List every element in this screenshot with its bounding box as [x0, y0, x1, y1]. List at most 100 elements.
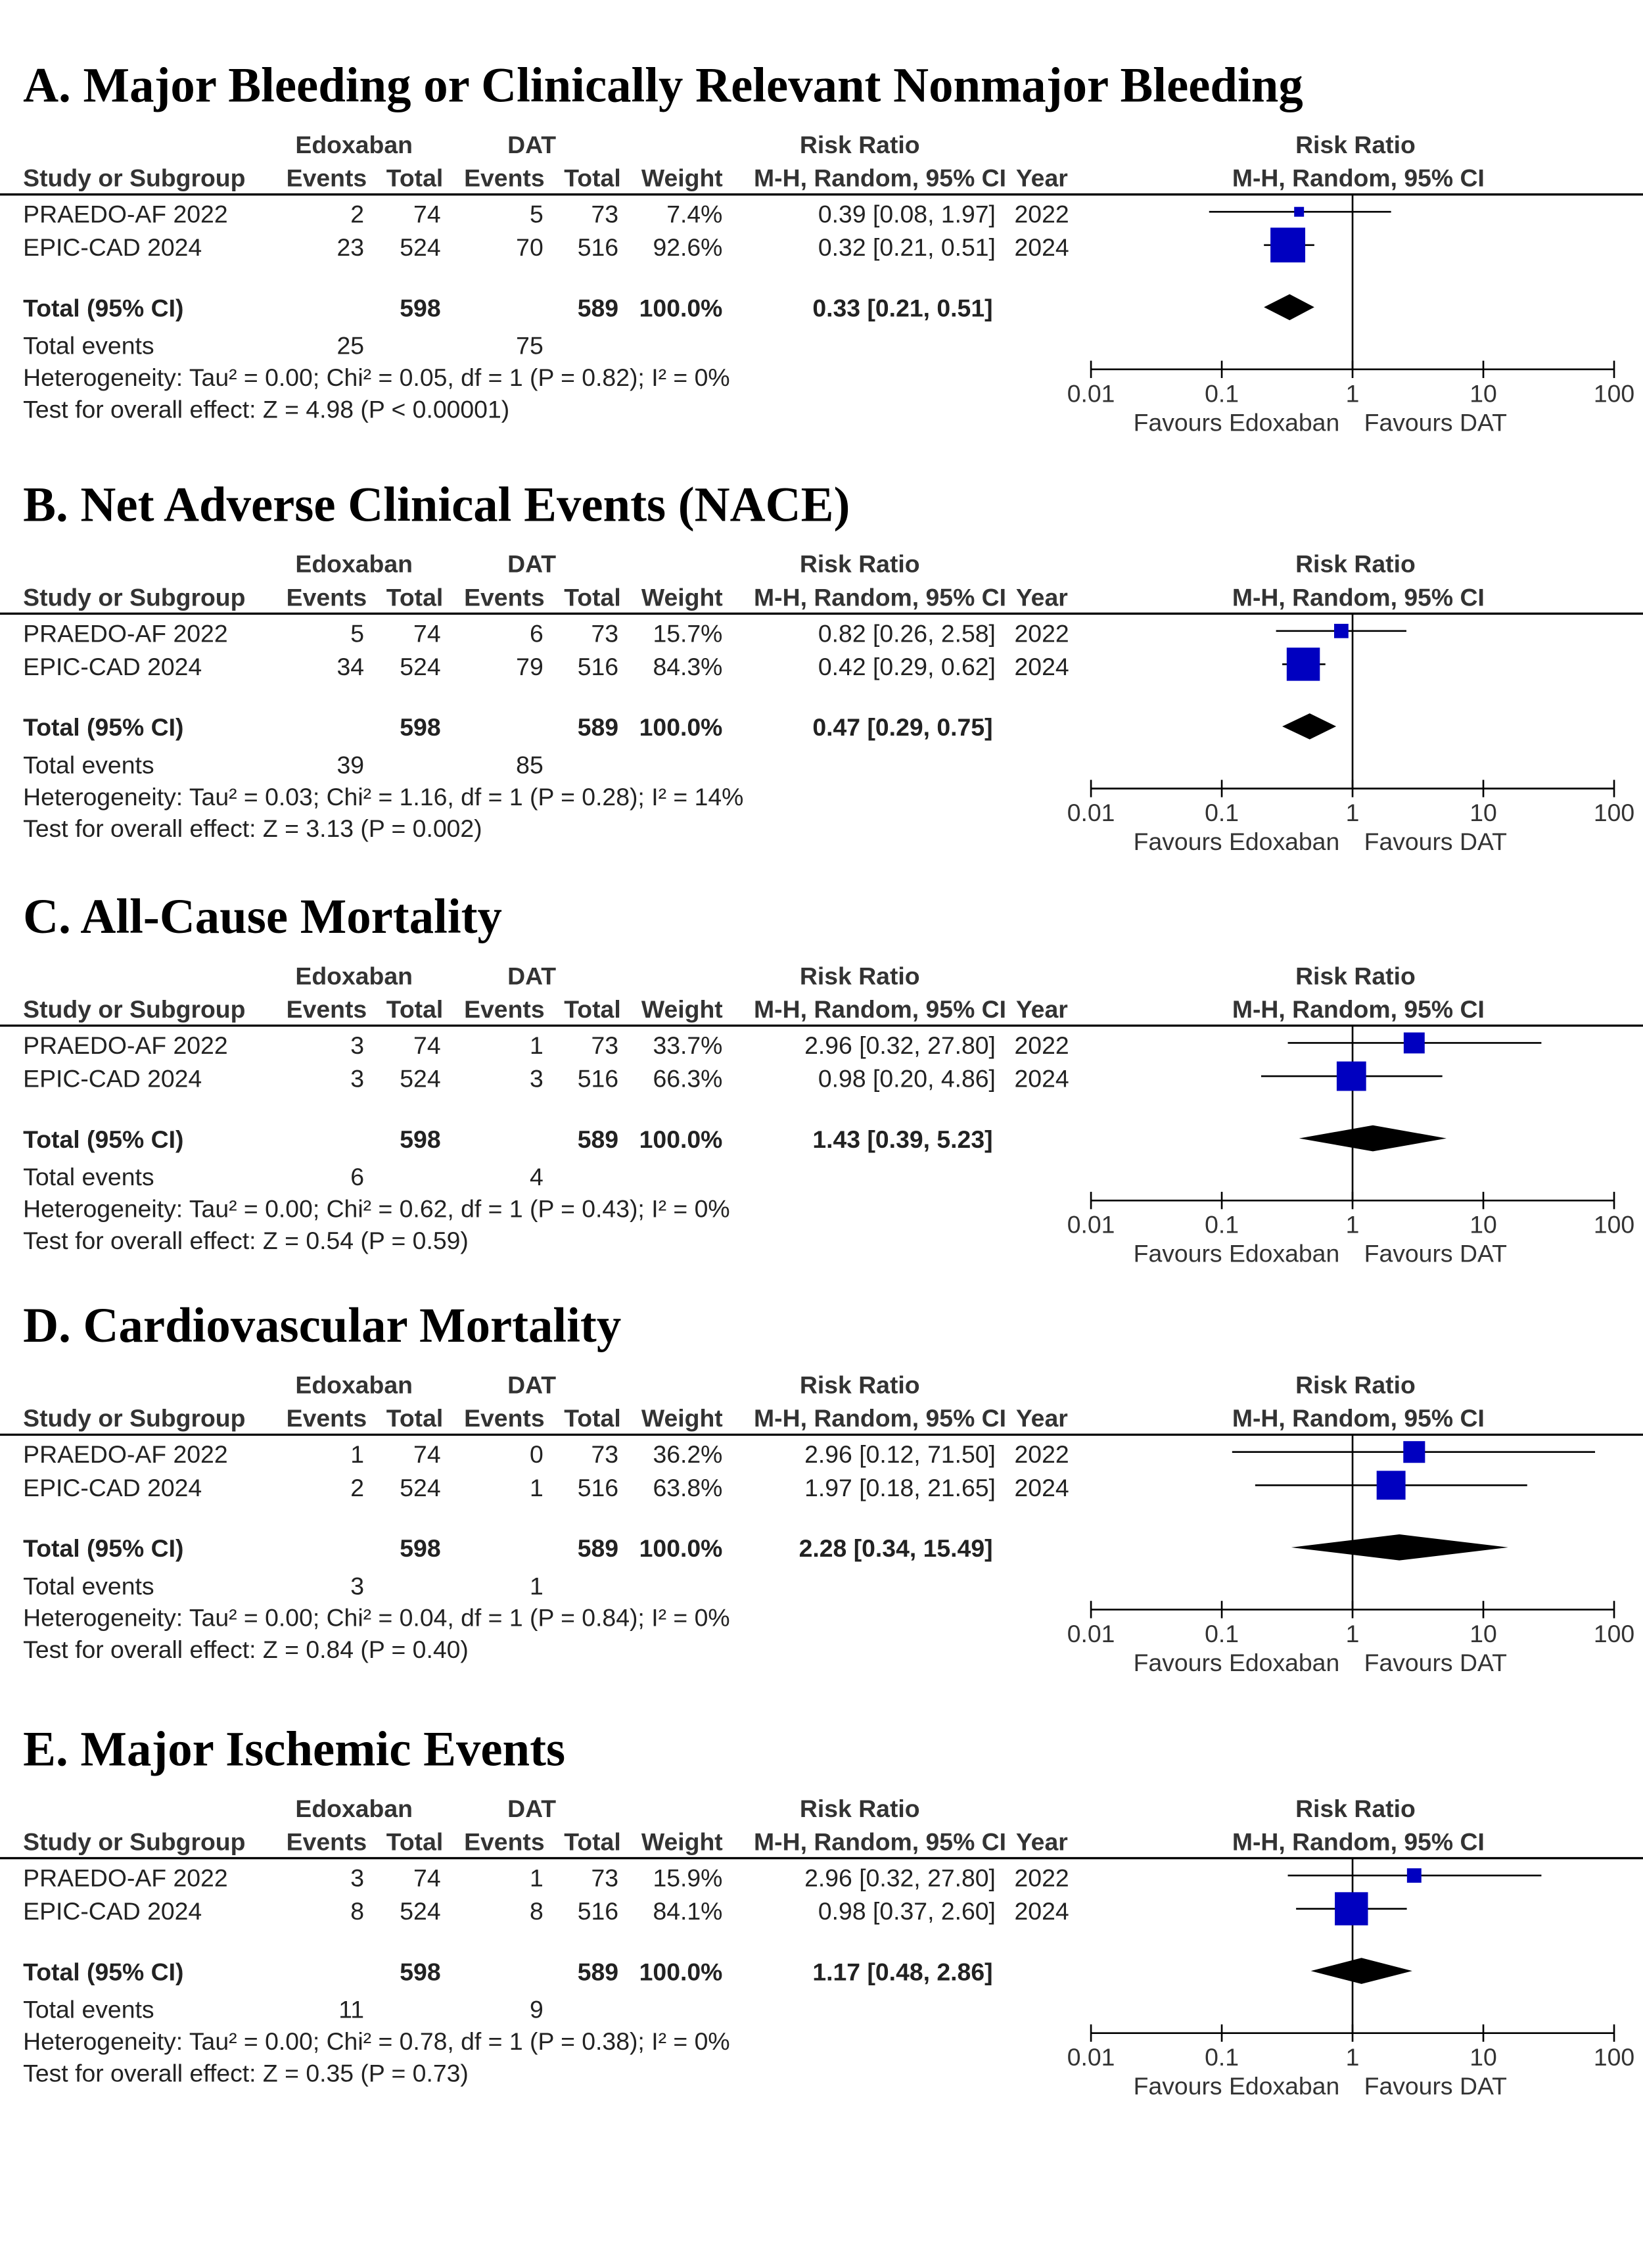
cell: 66.3%: [653, 1065, 722, 1093]
cell: 25: [337, 332, 365, 360]
cell: 524: [400, 233, 440, 261]
x-tick-label: 0.1: [1205, 2043, 1239, 2071]
heterogeneity: Heterogeneity: Tau² = 0.00; Chi² = 0.62,…: [23, 1194, 729, 1222]
group-header: Edoxaban: [295, 131, 413, 158]
x-tick-label: 0.01: [1067, 2043, 1115, 2071]
total-diamond: [1310, 1958, 1412, 1984]
cell: 73: [591, 201, 619, 228]
effect-header: Risk Ratio: [1295, 550, 1416, 578]
study-name: PRAEDO-AF 2022: [23, 1864, 227, 1891]
cell: 2.96 [0.32, 27.80]: [804, 1864, 996, 1891]
column-header: Year: [1016, 583, 1068, 611]
column-header: Events: [287, 1828, 367, 1855]
cell: 2022: [1015, 619, 1069, 647]
column-header: Total: [386, 583, 443, 611]
column-header: M-H, Random, 95% CI: [1232, 164, 1485, 192]
column-header: Weight: [641, 1828, 723, 1855]
favours-label: Favours DAT: [1364, 1649, 1507, 1676]
cell: 85: [516, 751, 544, 778]
total-events-label: Total events: [23, 751, 154, 778]
cell: 8: [350, 1897, 364, 1925]
column-header: Events: [287, 583, 367, 611]
cell: 15.9%: [653, 1864, 722, 1891]
cell: 73: [591, 1031, 619, 1059]
favours-label: Favours Edoxaban: [1134, 2072, 1340, 2100]
cell: 1.43 [0.39, 5.23]: [812, 1125, 992, 1153]
cell: 36.2%: [653, 1440, 722, 1468]
group-header: Edoxaban: [295, 550, 413, 578]
cell: 516: [578, 1065, 618, 1093]
cell: 1: [350, 1440, 364, 1468]
heterogeneity: Heterogeneity: Tau² = 0.00; Chi² = 0.04,…: [23, 1604, 729, 1632]
column-header: Events: [464, 583, 545, 611]
effect-header: Risk Ratio: [1295, 131, 1416, 158]
cell: 84.3%: [653, 653, 722, 680]
x-tick-label: 0.01: [1067, 379, 1115, 407]
cell: 0.32 [0.21, 0.51]: [818, 233, 996, 261]
column-header: Study or Subgroup: [23, 583, 245, 611]
x-tick-label: 10: [1469, 799, 1497, 826]
column-header: Total: [564, 995, 620, 1023]
x-tick-label: 10: [1469, 2043, 1497, 2071]
column-header: Year: [1016, 164, 1068, 192]
cell: 2024: [1015, 1065, 1069, 1093]
cell: 589: [578, 1534, 618, 1562]
study-square: [1336, 1061, 1366, 1091]
study-name: PRAEDO-AF 2022: [23, 1031, 227, 1059]
cell: 2022: [1015, 201, 1069, 228]
column-header: Events: [464, 1404, 545, 1432]
cell: 3: [530, 1065, 544, 1093]
cell: 1: [530, 1864, 544, 1891]
cell: 100.0%: [639, 1125, 723, 1153]
overall-effect: Test for overall effect: Z = 0.84 (P = 0…: [23, 1636, 469, 1663]
cell: 73: [591, 1440, 619, 1468]
favours-label: Favours DAT: [1364, 408, 1507, 436]
cell: 2.96 [0.12, 71.50]: [804, 1440, 996, 1468]
cell: 3: [350, 1572, 364, 1599]
panel-title: C. All-Cause Mortality: [23, 889, 502, 944]
cell: 70: [516, 233, 544, 261]
cell: 74: [413, 619, 441, 647]
x-tick-label: 0.1: [1205, 799, 1239, 826]
study-name: EPIC-CAD 2024: [23, 1474, 202, 1501]
column-header: M-H, Random, 95% CI: [754, 1828, 1006, 1855]
cell: 8: [530, 1897, 544, 1925]
study-name: PRAEDO-AF 2022: [23, 201, 227, 228]
group-header: DAT: [507, 962, 556, 989]
column-header: Weight: [641, 164, 723, 192]
panel-title: A. Major Bleeding or Clinically Relevant…: [23, 59, 1303, 113]
effect-header: Risk Ratio: [1295, 1371, 1416, 1399]
cell: 3: [350, 1065, 364, 1093]
group-header: DAT: [507, 1795, 556, 1822]
cell: 9: [530, 1996, 544, 2023]
cell: 2.28 [0.34, 15.49]: [799, 1534, 993, 1562]
effect-header: Risk Ratio: [800, 962, 920, 989]
column-header: M-H, Random, 95% CI: [1232, 1828, 1485, 1855]
total-label: Total (95% CI): [23, 295, 183, 322]
x-tick-label: 100: [1594, 379, 1634, 407]
x-tick-label: 0.01: [1067, 1211, 1115, 1239]
panel-title: B. Net Adverse Clinical Events (NACE): [23, 477, 850, 532]
column-header: M-H, Random, 95% CI: [754, 995, 1006, 1023]
column-header: Total: [386, 1828, 443, 1855]
cell: 516: [578, 1897, 618, 1925]
cell: 598: [400, 1958, 440, 1985]
column-header: Total: [386, 164, 443, 192]
column-header: Events: [287, 995, 367, 1023]
x-tick-label: 10: [1469, 1211, 1497, 1239]
cell: 0.98 [0.37, 2.60]: [818, 1897, 996, 1925]
column-header: Weight: [641, 1404, 723, 1432]
cell: 524: [400, 1897, 440, 1925]
total-diamond: [1299, 1125, 1447, 1152]
x-tick-label: 1: [1346, 799, 1360, 826]
total-events-label: Total events: [23, 1163, 154, 1191]
study-name: EPIC-CAD 2024: [23, 1065, 202, 1093]
favours-label: Favours Edoxaban: [1134, 1649, 1340, 1676]
study-square: [1335, 1892, 1368, 1925]
group-header: Edoxaban: [295, 1371, 413, 1399]
effect-header: Risk Ratio: [1295, 962, 1416, 989]
total-diamond: [1291, 1534, 1508, 1561]
column-header: Events: [464, 1828, 545, 1855]
cell: 100.0%: [639, 1958, 723, 1985]
column-header: Total: [386, 995, 443, 1023]
